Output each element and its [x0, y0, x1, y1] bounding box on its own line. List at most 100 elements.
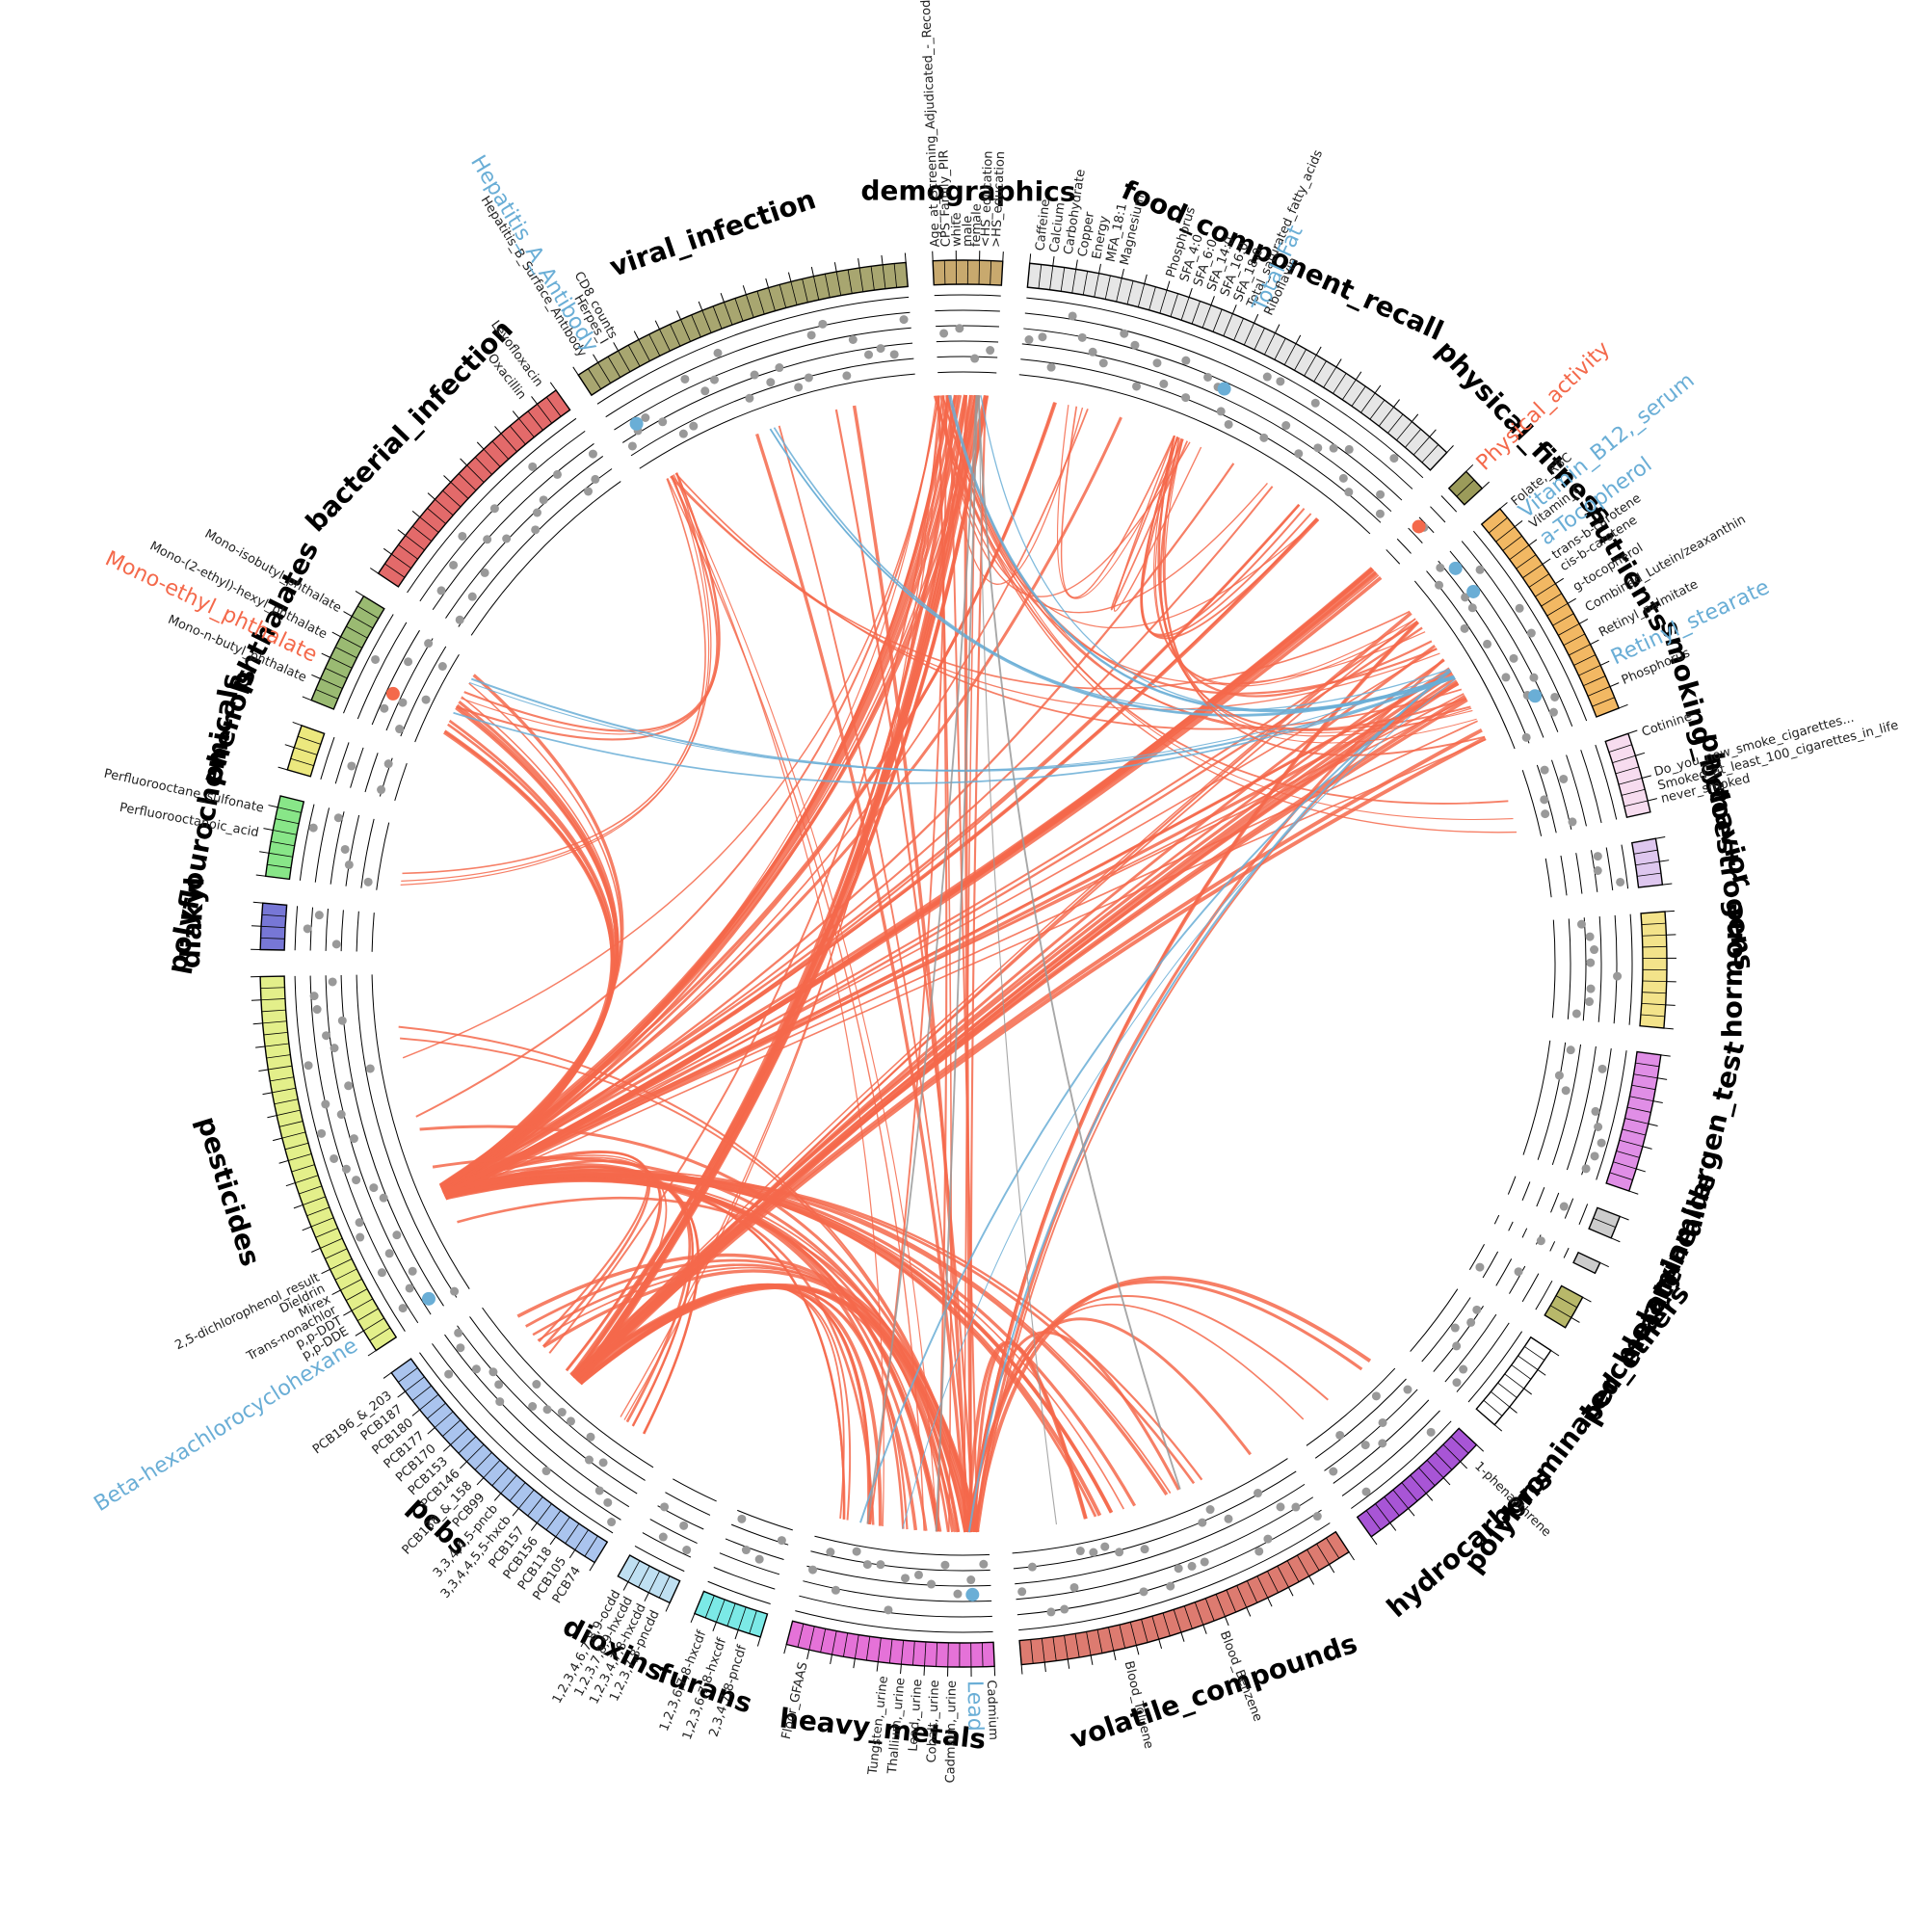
bar-tick: [1296, 335, 1301, 344]
association-edge: [672, 476, 1439, 710]
bar-tick: [1447, 445, 1454, 452]
bar-tick: [1510, 1407, 1518, 1413]
track-line: [1537, 1187, 1544, 1206]
bar-tick: [1336, 358, 1341, 366]
data-point: [679, 430, 688, 438]
data-point: [737, 1515, 746, 1523]
data-point: [1089, 348, 1097, 357]
bar-tick: [1655, 836, 1665, 838]
bar-tick: [1619, 704, 1627, 708]
bar-stripe: [979, 260, 980, 284]
bar-tick: [1390, 1522, 1396, 1530]
bar-tick: [1649, 1124, 1658, 1125]
track-line: [295, 906, 297, 950]
bar-tick: [428, 1427, 436, 1434]
data-point: [805, 373, 813, 382]
bar-tick: [460, 1462, 466, 1469]
data-point: [424, 639, 433, 648]
data-point: [334, 813, 343, 822]
data-point: [384, 759, 393, 768]
data-point: [1206, 1505, 1215, 1514]
data-point: [1175, 1564, 1183, 1573]
data-point: [1379, 1418, 1387, 1427]
track-line: [1551, 760, 1571, 830]
bar-tick: [531, 1522, 537, 1530]
bar-tick: [461, 459, 467, 465]
data-point: [398, 699, 407, 707]
data-point: [1549, 708, 1558, 717]
data-point: [1559, 775, 1568, 783]
track-line: [1564, 1248, 1569, 1257]
data-point: [350, 1134, 358, 1143]
highlight-point: [386, 687, 400, 701]
highlight-point: [1528, 689, 1542, 702]
data-point: [317, 1129, 326, 1138]
category-phthalates: [303, 591, 460, 742]
bar-tick: [513, 1508, 518, 1516]
bar-tick: [811, 267, 813, 277]
data-point: [366, 1064, 375, 1072]
data-point: [1541, 809, 1549, 818]
track-line: [1397, 539, 1411, 553]
bar-tick: [1268, 1598, 1272, 1606]
data-point: [1468, 603, 1477, 612]
track-line: [1579, 1204, 1588, 1224]
bar-tick: [1661, 1055, 1671, 1056]
bar-tick: [807, 1650, 809, 1659]
data-point: [449, 561, 458, 569]
track-line: [1494, 1215, 1498, 1224]
data-point: [1224, 1515, 1232, 1523]
data-point: [341, 845, 350, 854]
bar-tick: [398, 530, 406, 536]
data-point: [1038, 332, 1046, 341]
data-point: [399, 1304, 408, 1312]
track-line: [1567, 754, 1587, 826]
bar-tick: [343, 1310, 352, 1315]
data-point: [1017, 1587, 1026, 1596]
data-point: [1461, 624, 1469, 633]
track-line: [326, 909, 328, 951]
data-point: [714, 349, 723, 357]
data-point: [553, 470, 562, 479]
data-point: [853, 1548, 861, 1556]
data-point: [1403, 1386, 1412, 1394]
data-point: [422, 696, 431, 704]
data-point: [1099, 358, 1108, 367]
data-point: [900, 315, 909, 324]
bar-tick: [735, 1630, 738, 1639]
data-point: [591, 475, 599, 484]
bar-tick: [285, 745, 295, 748]
data-point: [603, 1498, 612, 1507]
data-point: [456, 616, 464, 624]
data-point: [1345, 445, 1354, 454]
track-line: [1583, 917, 1586, 1020]
track-line: [726, 1539, 784, 1560]
bar-tick: [1409, 1508, 1414, 1516]
data-point: [1311, 399, 1320, 408]
category-label: hormone: [1716, 903, 1749, 1039]
bar-tick: [1662, 884, 1672, 885]
track-line: [1561, 856, 1567, 895]
data-point: [1476, 566, 1485, 574]
category-bar: [266, 796, 304, 879]
data-point: [966, 1575, 975, 1584]
data-point: [1276, 377, 1284, 385]
bar-tick: [251, 1000, 261, 1001]
data-point: [352, 1176, 360, 1184]
data-point: [955, 324, 964, 332]
data-point: [1217, 407, 1226, 415]
data-point: [364, 878, 373, 887]
data-point: [1344, 488, 1353, 496]
data-point: [409, 1267, 417, 1276]
data-point: [1329, 1468, 1337, 1476]
bar-tick: [831, 1654, 832, 1664]
data-point: [1254, 1489, 1262, 1497]
bar-tick: [1430, 430, 1437, 437]
bar-tick: [1316, 347, 1321, 356]
data-point: [1078, 333, 1087, 342]
data-point: [313, 1005, 322, 1014]
data-point: [1475, 1263, 1484, 1272]
bar-tick: [1620, 1216, 1628, 1220]
track-line: [1598, 916, 1601, 1022]
data-point: [832, 1586, 840, 1595]
